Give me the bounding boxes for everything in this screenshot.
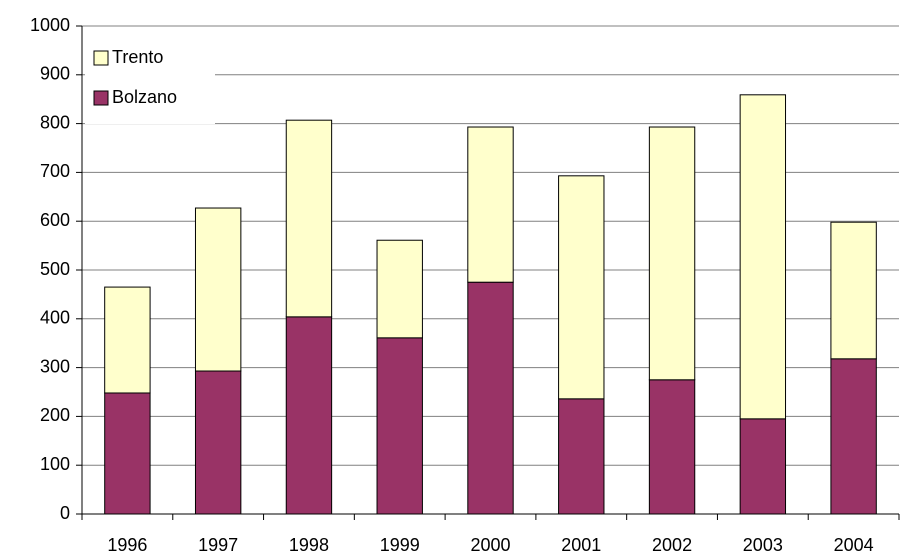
- bar-segment: [648, 379, 696, 515]
- bar-segment: [558, 175, 605, 400]
- y-tick-label: 200: [40, 405, 70, 425]
- y-tick-label: 600: [40, 210, 70, 230]
- y-tick-label: 400: [40, 308, 70, 328]
- x-tick-label: 1999: [380, 535, 420, 555]
- x-tick-label: 2000: [470, 535, 510, 555]
- bar-segment: [285, 119, 333, 318]
- bar-segment: [467, 281, 514, 515]
- x-tick-label: 2003: [743, 535, 783, 555]
- x-tick-label: 1998: [289, 535, 329, 555]
- y-tick-label: 100: [40, 454, 70, 474]
- bar-segment: [104, 392, 151, 515]
- bar-segment: [467, 126, 514, 283]
- y-tick-label: 500: [40, 259, 70, 279]
- bar-segment: [739, 94, 787, 420]
- bar-segment: [194, 370, 242, 515]
- bar-segment: [104, 286, 151, 394]
- legend-swatch: [93, 50, 109, 66]
- y-tick-label: 0: [60, 503, 70, 523]
- bar-segment: [558, 398, 605, 515]
- bar-segment: [830, 358, 877, 515]
- bar-segment: [648, 126, 696, 381]
- y-tick-label: 1000: [30, 15, 70, 35]
- x-tick-label: 2004: [834, 535, 874, 555]
- y-tick-label: 900: [40, 64, 70, 84]
- y-tick-label: 300: [40, 356, 70, 376]
- legend-box: [85, 34, 215, 124]
- bar-segment: [194, 207, 242, 372]
- bar-segment: [376, 239, 423, 339]
- bar-segment: [830, 221, 877, 360]
- legend-label: Bolzano: [112, 87, 177, 107]
- x-tick-label: 1997: [198, 535, 238, 555]
- legend-label: Trento: [112, 47, 163, 67]
- bar-segment: [739, 418, 787, 515]
- bar-segment: [376, 337, 423, 515]
- bar-segment: [285, 316, 333, 515]
- legend-swatch: [93, 90, 109, 106]
- x-tick-label: 2002: [652, 535, 692, 555]
- y-tick-label: 700: [40, 161, 70, 181]
- x-tick-label: 1996: [107, 535, 147, 555]
- x-tick-label: 2001: [561, 535, 601, 555]
- y-tick-label: 800: [40, 112, 70, 132]
